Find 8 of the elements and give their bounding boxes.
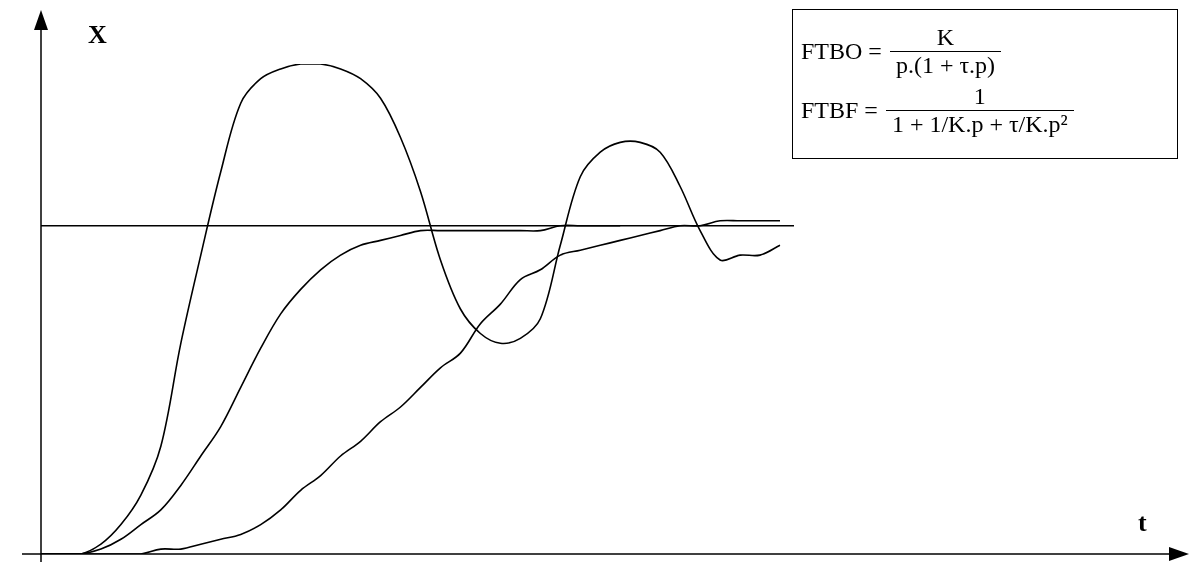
text: p.(1 + τ.p) [889,51,1002,79]
text: FTBO = [801,38,882,65]
y-axis-title: X [88,20,107,50]
text: K [936,24,955,51]
text: FTBF = [801,97,878,124]
text: 1 [973,83,986,110]
text: t [1138,508,1147,538]
text: 1 + 1/K.p + τ/K.p² [885,110,1074,138]
